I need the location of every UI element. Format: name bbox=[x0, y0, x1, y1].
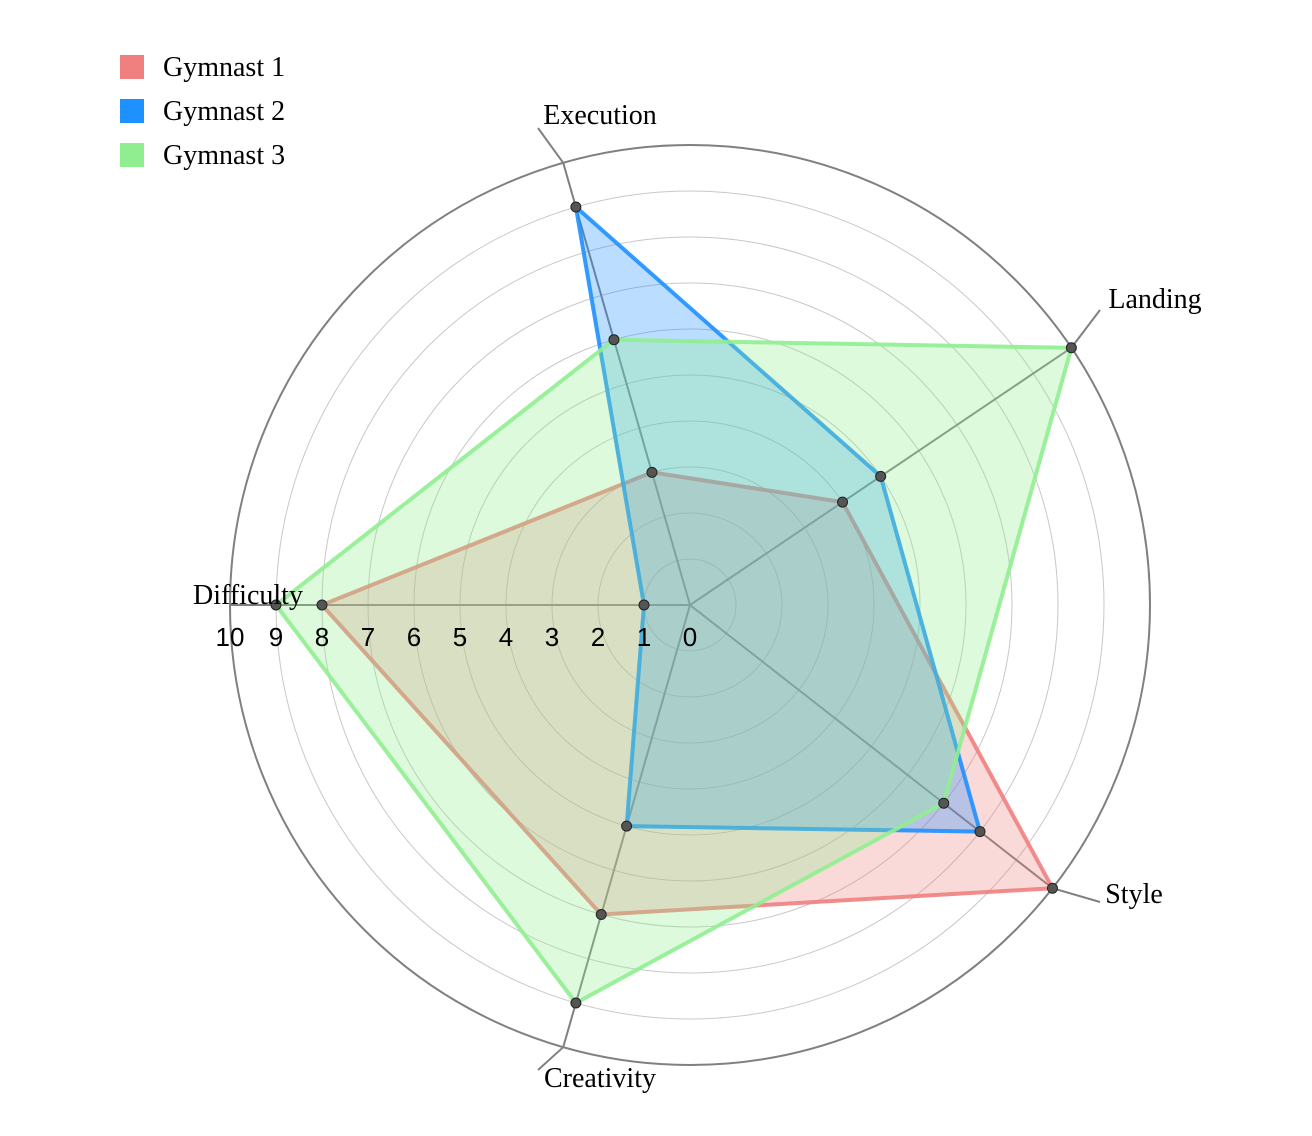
tick-label: 7 bbox=[361, 622, 375, 652]
label-leader-line bbox=[537, 1046, 564, 1071]
legend-swatch bbox=[120, 143, 144, 167]
legend-label: Gymnast 1 bbox=[163, 52, 285, 83]
label-leader-line bbox=[1052, 887, 1101, 903]
axis-label: Style bbox=[1105, 879, 1163, 910]
axis-label: Execution bbox=[543, 100, 657, 131]
series-area bbox=[274, 337, 1074, 1005]
tick-label: 4 bbox=[499, 622, 513, 652]
legend-swatch bbox=[120, 55, 144, 79]
data-point bbox=[938, 797, 950, 809]
radar-points bbox=[270, 201, 1077, 1009]
data-point bbox=[570, 201, 582, 213]
data-point bbox=[1065, 342, 1077, 354]
tick-label: 0 bbox=[683, 622, 697, 652]
data-point bbox=[638, 599, 650, 611]
data-point bbox=[595, 909, 607, 921]
axis-spoke bbox=[689, 604, 1054, 889]
tick-label: 8 bbox=[315, 622, 329, 652]
tick-label: 3 bbox=[545, 622, 559, 652]
series-area bbox=[320, 470, 1055, 917]
data-point bbox=[1046, 882, 1058, 894]
tick-label: 1 bbox=[637, 622, 651, 652]
label-leader-line bbox=[537, 127, 565, 164]
data-point bbox=[974, 826, 986, 838]
data-point bbox=[646, 466, 658, 478]
data-point bbox=[875, 470, 887, 482]
axis-label: Creativity bbox=[544, 1063, 656, 1094]
axis-label: Difficulty bbox=[193, 580, 303, 611]
radar-labels: Execution Landing Style Creativity Difficult… bbox=[193, 100, 1202, 1094]
legend-swatch bbox=[120, 99, 144, 123]
data-point bbox=[570, 997, 582, 1009]
data-point bbox=[316, 599, 328, 611]
data-point bbox=[837, 496, 849, 508]
data-point bbox=[270, 599, 282, 611]
label-leader-line bbox=[1070, 309, 1101, 349]
tick-label: 5 bbox=[453, 622, 467, 652]
tick-label: 10 bbox=[216, 622, 245, 652]
radar-grid bbox=[229, 127, 1151, 1071]
radar-series bbox=[274, 205, 1074, 1005]
axis-spoke bbox=[562, 162, 691, 606]
data-point bbox=[608, 334, 620, 346]
tick-label: 9 bbox=[269, 622, 283, 652]
axis-label: Landing bbox=[1108, 284, 1201, 315]
series-area bbox=[573, 205, 982, 834]
legend-label: Gymnast 2 bbox=[163, 96, 285, 127]
tick-label: 6 bbox=[407, 622, 421, 652]
legend-label: Gymnast 3 bbox=[163, 140, 285, 171]
tick-label: 2 bbox=[591, 622, 605, 652]
data-point bbox=[621, 820, 633, 832]
legend: Gymnast 1 Gymnast 2 Gymnast 3 bbox=[120, 52, 285, 171]
